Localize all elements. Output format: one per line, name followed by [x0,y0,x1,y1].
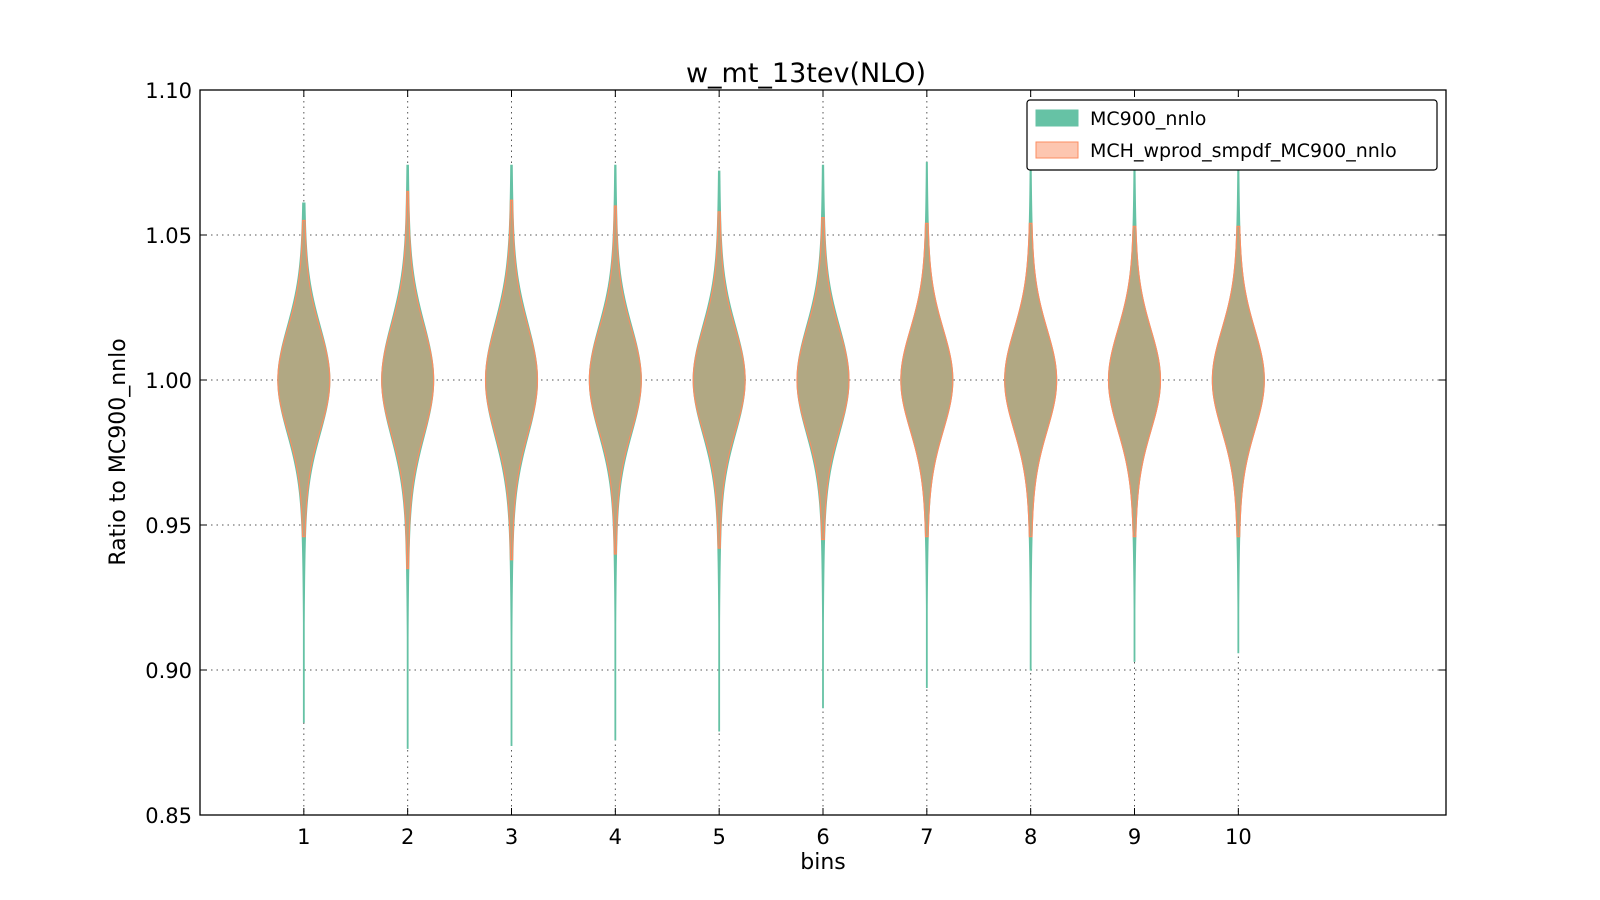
x-tick-label: 10 [1225,825,1252,849]
legend-label-mch-wprod: MCH_wprod_smpdf_MC900_nnlo [1090,140,1397,162]
legend-swatch-mc900 [1035,109,1079,127]
x-tick-label: 1 [297,825,310,849]
legend-swatch-mch-wprod [1035,141,1079,159]
axis-ticks: 0.85 0.90 0.95 1.00 1.05 1.10 1 2 3 4 5 6 7 8 9 10 [145,79,1446,849]
x-tick-label: 6 [816,825,829,849]
chart-title: w_mt_13tev(NLO) [686,58,926,89]
violins [277,147,1265,749]
x-tick-label: 9 [1128,825,1141,849]
legend: MC900_nnlo MCH_wprod_smpdf_MC900_nnlo [1026,99,1438,171]
y-axis-label: Ratio to MC900_nnlo [106,338,131,565]
violin-mch-wprod-bin-1 [277,219,331,538]
violin-mch-wprod-bin-2 [381,190,435,570]
y-tick-label: 0.95 [145,514,192,538]
y-tick-label: 1.00 [145,369,192,393]
x-tick-label: 5 [712,825,725,849]
violin-mch-wprod-bin-8 [1004,222,1058,538]
x-tick-label: 4 [609,825,622,849]
violin-mch-wprod-bin-4 [588,205,642,555]
violin-mch-wprod-bin-10 [1211,225,1265,538]
x-axis-label: bins [800,850,845,875]
violin-mch-wprod-bin-6 [796,217,850,541]
y-tick-label: 0.85 [145,804,192,828]
y-tick-label: 1.05 [145,224,192,248]
x-tick-label: 2 [401,825,414,849]
violin-mch-wprod-bin-3 [484,199,539,561]
legend-label-mc900: MC900_nnlo [1090,108,1206,130]
x-tick-label: 8 [1024,825,1037,849]
x-tick-label: 7 [920,825,933,849]
x-tick-label: 3 [505,825,518,849]
legend-box [1026,99,1438,171]
violin-mch-wprod-bin-7 [900,222,954,538]
y-tick-label: 0.90 [145,659,192,683]
y-tick-label: 1.10 [145,79,192,103]
violin-mch-wprod-bin-5 [692,211,746,549]
violin-mch-wprod-bin-9 [1107,225,1162,538]
